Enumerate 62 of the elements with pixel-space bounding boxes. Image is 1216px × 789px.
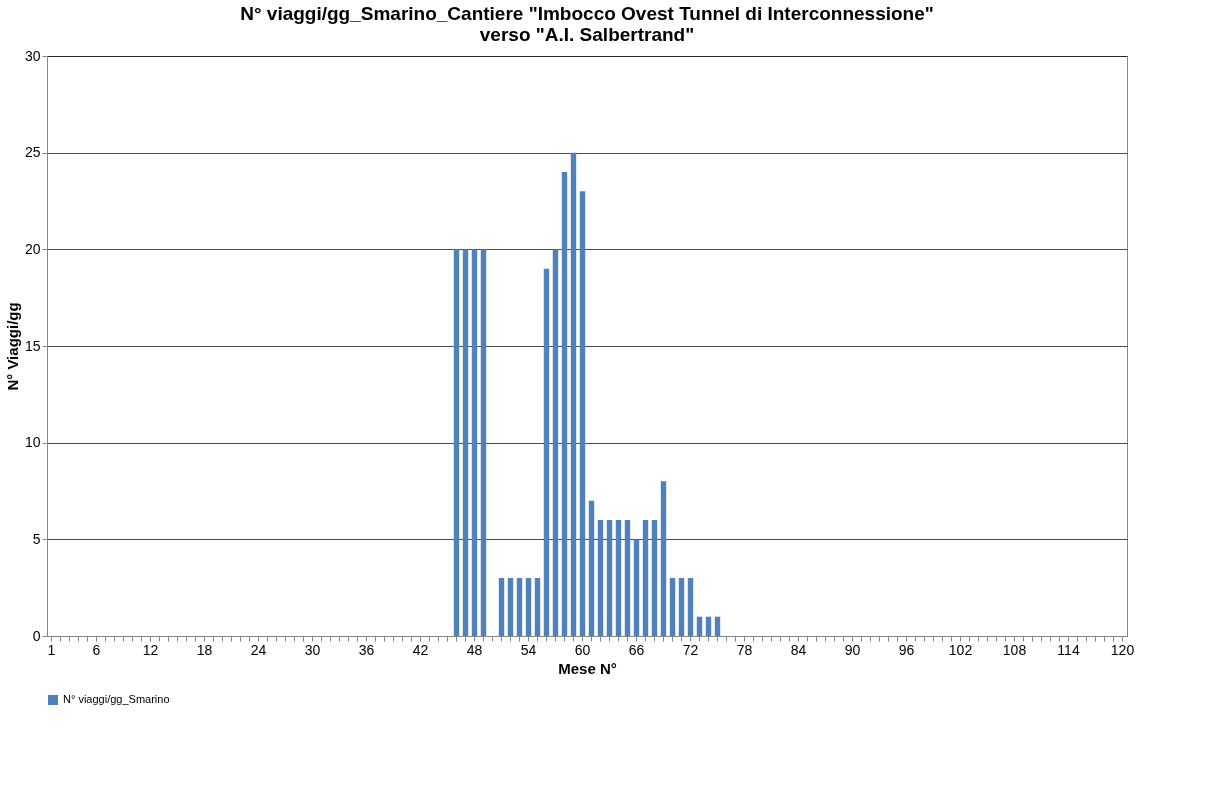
bar <box>696 616 703 636</box>
bar <box>543 268 550 636</box>
y-tick-label: 10 <box>24 434 41 451</box>
x-tick-label: 36 <box>358 641 375 658</box>
bar <box>525 578 532 636</box>
x-tick-label: 90 <box>844 641 861 658</box>
x-tick-label: 96 <box>898 641 915 658</box>
x-tick-label: 6 <box>92 641 101 658</box>
bar <box>642 520 649 636</box>
bar <box>453 249 460 636</box>
x-tick-label: 102 <box>948 641 973 658</box>
bar <box>579 191 586 636</box>
bar <box>561 172 568 636</box>
x-axis-title: Mese N° <box>558 659 617 677</box>
text: N° viaggi/gg_Smarino_Cantiere "Imbocco Ovest Tunnel di Interconnessione" <box>240 3 934 24</box>
bar <box>534 578 541 636</box>
text: verso "A.I. Salbertrand" <box>479 24 695 45</box>
x-tick-label: 30 <box>304 641 321 658</box>
bar <box>687 578 694 636</box>
bar <box>480 249 487 636</box>
y-tick-label: 15 <box>24 337 41 354</box>
y-tick-label: 30 <box>24 47 41 64</box>
x-tick-label: 54 <box>520 641 537 658</box>
bar <box>714 616 721 636</box>
bar <box>498 578 505 636</box>
y-tick-label: 25 <box>24 144 41 161</box>
x-tick-label: 120 <box>1110 641 1135 658</box>
bar <box>462 249 469 636</box>
x-tick-label: 1 <box>47 641 56 658</box>
bar <box>651 520 658 636</box>
x-tick-label: 66 <box>628 641 645 658</box>
x-tick-label: 18 <box>196 641 213 658</box>
bar <box>552 249 559 636</box>
bar <box>597 520 604 636</box>
bar <box>705 616 712 636</box>
x-tick-label: 114 <box>1057 641 1080 658</box>
y-axis-title: N° Viaggi/gg <box>3 302 21 391</box>
bar <box>507 578 514 636</box>
x-tick-label: 24 <box>250 641 267 658</box>
bar <box>471 249 478 636</box>
bar <box>516 578 523 636</box>
bar <box>570 152 577 636</box>
x-tick-label: 84 <box>790 641 807 658</box>
bar <box>633 539 640 636</box>
x-tick-label: 42 <box>412 641 429 658</box>
bar <box>669 578 676 636</box>
bar <box>678 578 685 636</box>
y-tick-label: 20 <box>24 240 41 257</box>
bar <box>615 520 622 636</box>
legend-label: N° viaggi/gg_Smarino <box>63 693 170 705</box>
x-tick-label: 48 <box>466 641 483 658</box>
x-tick-label: 72 <box>682 641 699 658</box>
bar <box>660 481 667 636</box>
y-tick-label: 5 <box>32 530 41 547</box>
x-tick-label: 78 <box>736 641 753 658</box>
y-tick-label: 0 <box>32 627 41 644</box>
x-tick-label: 60 <box>574 641 591 658</box>
x-tick-label: 12 <box>142 641 159 658</box>
bar <box>588 500 595 636</box>
x-tick-label: 108 <box>1002 641 1027 658</box>
bar <box>606 520 613 636</box>
bar <box>624 520 631 636</box>
